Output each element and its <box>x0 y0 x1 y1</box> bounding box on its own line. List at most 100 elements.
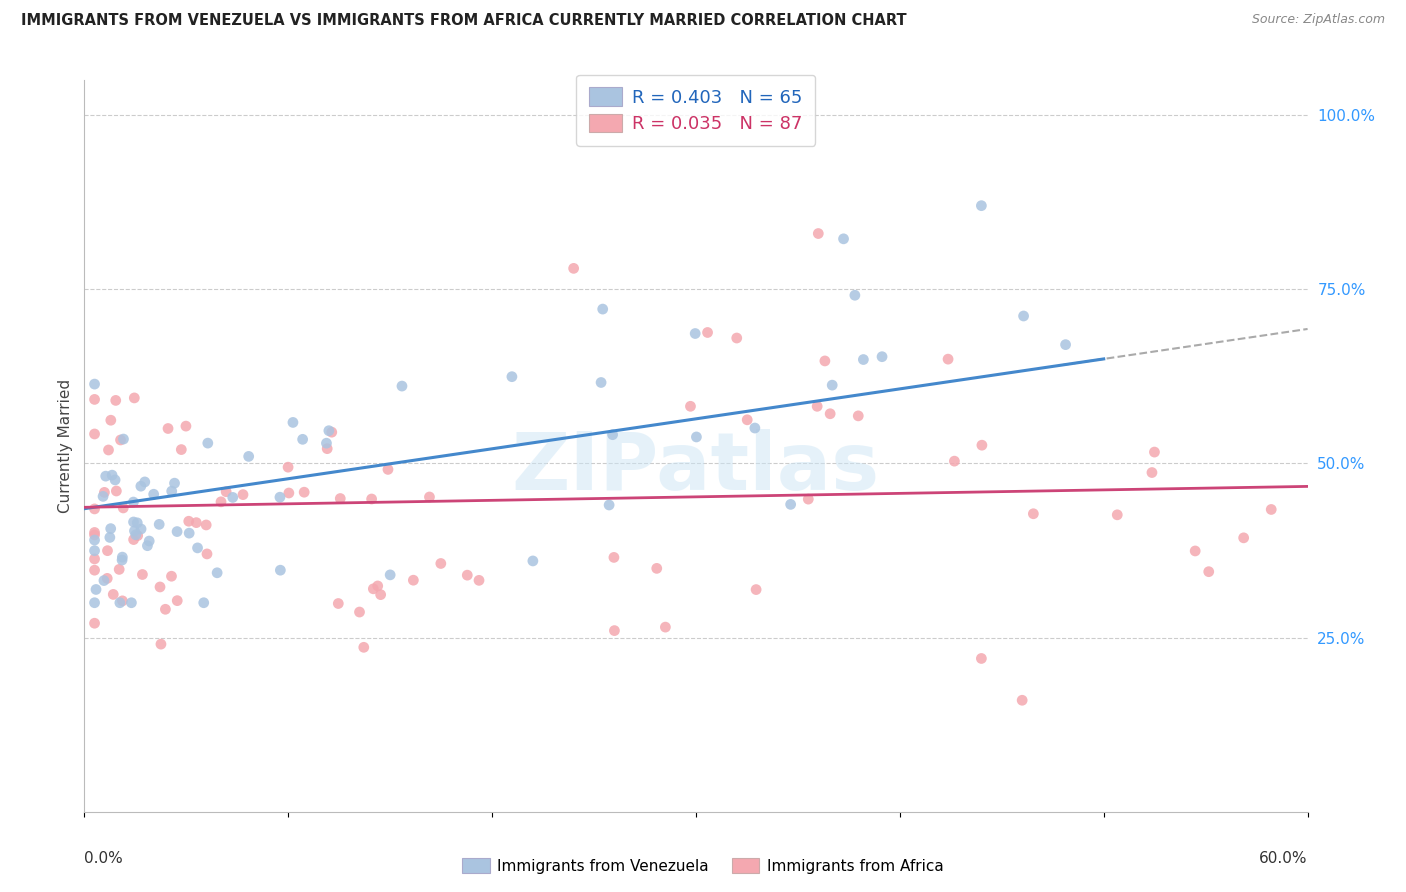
Point <box>562 261 585 276</box>
Point <box>598 498 620 512</box>
Point <box>187 541 209 555</box>
Point <box>96 543 118 558</box>
Point <box>806 400 828 414</box>
Point <box>363 582 385 596</box>
Point <box>818 407 841 421</box>
Point <box>160 569 183 583</box>
Point <box>370 588 392 602</box>
Point <box>83 533 105 547</box>
Point <box>138 534 160 549</box>
Point <box>654 620 676 634</box>
Point <box>603 550 626 565</box>
Point <box>157 421 180 435</box>
Point <box>1012 309 1035 323</box>
Point <box>679 399 702 413</box>
Point <box>205 566 228 580</box>
Point <box>125 528 148 542</box>
Point <box>122 515 145 529</box>
Point <box>970 438 993 452</box>
Point <box>110 433 132 447</box>
Point <box>104 473 127 487</box>
Point <box>129 522 152 536</box>
Text: IMMIGRANTS FROM VENEZUELA VS IMMIGRANTS FROM AFRICA CURRENTLY MARRIED CORRELATIO: IMMIGRANTS FROM VENEZUELA VS IMMIGRANTS … <box>21 13 907 29</box>
Point <box>735 413 758 427</box>
Point <box>148 517 170 532</box>
Point <box>83 528 105 542</box>
Point <box>177 514 200 528</box>
Point <box>277 460 299 475</box>
Point <box>84 582 107 597</box>
Point <box>1143 445 1166 459</box>
Point <box>83 502 105 516</box>
Point <box>316 442 339 456</box>
Point <box>807 227 830 241</box>
Point <box>122 495 145 509</box>
Legend: R = 0.403   N = 65, R = 0.035   N = 87: R = 0.403 N = 65, R = 0.035 N = 87 <box>576 75 815 146</box>
Point <box>797 492 820 507</box>
Point <box>209 495 232 509</box>
Point <box>195 518 218 533</box>
Point <box>83 543 105 558</box>
Text: 0.0%: 0.0% <box>84 851 124 865</box>
Point <box>353 640 375 655</box>
Point <box>108 596 131 610</box>
Point <box>725 331 748 345</box>
Point <box>238 450 260 464</box>
Point <box>93 485 115 500</box>
Point <box>222 491 245 505</box>
Point <box>329 491 352 506</box>
Point <box>970 651 993 665</box>
Point <box>120 596 142 610</box>
Point <box>814 354 837 368</box>
Text: Source: ZipAtlas.com: Source: ZipAtlas.com <box>1251 13 1385 27</box>
Point <box>321 425 343 440</box>
Point <box>134 475 156 489</box>
Point <box>163 476 186 491</box>
Point <box>124 524 146 538</box>
Point <box>112 500 135 515</box>
Point <box>170 442 193 457</box>
Legend: Immigrants from Venezuela, Immigrants from Africa: Immigrants from Venezuela, Immigrants fr… <box>456 852 950 880</box>
Point <box>592 302 614 317</box>
Point <box>315 436 337 450</box>
Point <box>1011 693 1033 707</box>
Point <box>186 516 208 530</box>
Point <box>83 616 105 631</box>
Point <box>1107 508 1129 522</box>
Point <box>83 392 105 407</box>
Point <box>91 489 114 503</box>
Point <box>103 587 125 601</box>
Point <box>1233 531 1256 545</box>
Point <box>1022 507 1045 521</box>
Point <box>328 597 350 611</box>
Point <box>96 571 118 585</box>
Point <box>108 562 131 576</box>
Point <box>94 469 117 483</box>
Point <box>166 524 188 539</box>
Point <box>160 484 183 499</box>
Point <box>602 427 624 442</box>
Point <box>93 574 115 588</box>
Point <box>277 486 299 500</box>
Point <box>215 484 238 499</box>
Point <box>111 550 134 565</box>
Point <box>318 424 340 438</box>
Point <box>852 352 875 367</box>
Point <box>501 369 523 384</box>
Point <box>97 442 120 457</box>
Point <box>98 530 121 544</box>
Point <box>844 288 866 302</box>
Point <box>105 483 128 498</box>
Point <box>745 582 768 597</box>
Point <box>166 593 188 607</box>
Point <box>269 563 291 577</box>
Point <box>197 436 219 450</box>
Point <box>291 433 314 447</box>
Point <box>83 552 105 566</box>
Point <box>131 567 153 582</box>
Point <box>402 573 425 587</box>
Point <box>179 526 201 541</box>
Point <box>1054 337 1077 351</box>
Point <box>430 557 453 571</box>
Point <box>1140 466 1163 480</box>
